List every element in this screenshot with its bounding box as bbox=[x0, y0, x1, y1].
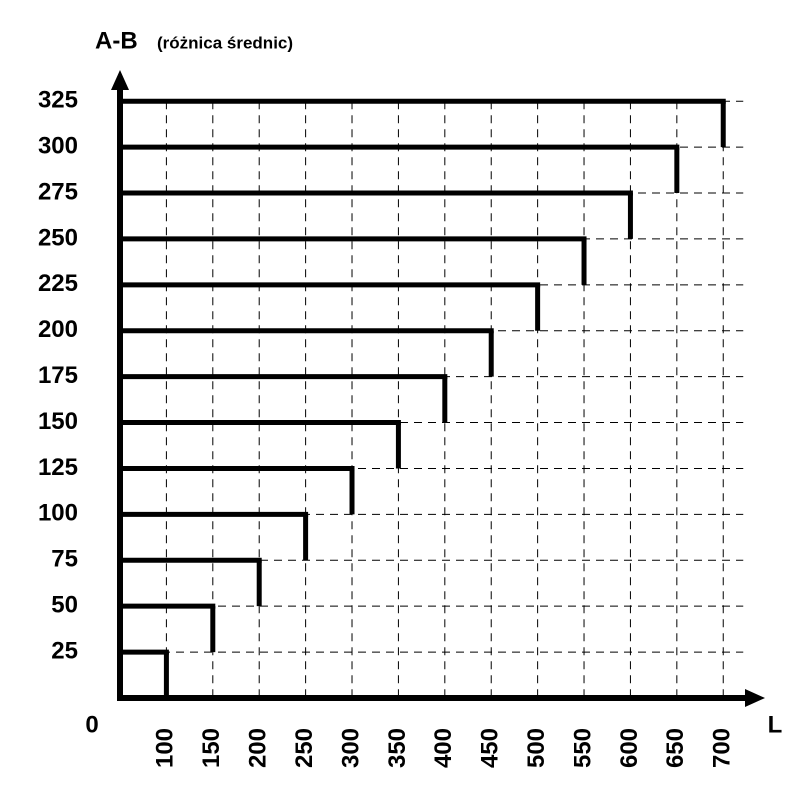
x-tick-label: 550 bbox=[569, 728, 596, 768]
x-tick-label: 400 bbox=[430, 728, 457, 768]
y-tick-label: 300 bbox=[38, 132, 78, 159]
x-tick-label: 300 bbox=[337, 728, 364, 768]
y-axis-arrow bbox=[111, 70, 129, 90]
y-axis-label: A-B bbox=[95, 27, 138, 54]
x-axis-label: L bbox=[768, 711, 783, 738]
y-tick-label: 200 bbox=[38, 316, 78, 343]
y-tick-label: 325 bbox=[38, 87, 78, 114]
y-tick-label: 175 bbox=[38, 362, 78, 389]
y-tick-label: 75 bbox=[51, 546, 78, 573]
origin-label: 0 bbox=[85, 711, 98, 738]
x-tick-label: 150 bbox=[198, 728, 225, 768]
y-tick-label: 225 bbox=[38, 270, 78, 297]
y-tick-label: 250 bbox=[38, 224, 78, 251]
y-tick-label: 125 bbox=[38, 454, 78, 481]
x-axis-arrow bbox=[745, 689, 765, 707]
x-tick-label: 600 bbox=[616, 728, 643, 768]
y-tick-label: 50 bbox=[51, 592, 78, 619]
x-tick-label: 200 bbox=[245, 728, 272, 768]
x-tick-label: 700 bbox=[709, 728, 736, 768]
x-tick-label: 250 bbox=[291, 728, 318, 768]
x-tick-label: 100 bbox=[152, 728, 179, 768]
y-axis-label-note: (różnica średnic) bbox=[157, 33, 293, 52]
y-tick-label: 25 bbox=[51, 637, 78, 664]
y-tick-label: 275 bbox=[38, 178, 78, 205]
y-tick-label: 150 bbox=[38, 408, 78, 435]
y-tick-label: 100 bbox=[38, 500, 78, 527]
x-tick-label: 350 bbox=[384, 728, 411, 768]
x-tick-label: 500 bbox=[523, 728, 550, 768]
x-tick-label: 450 bbox=[477, 728, 504, 768]
x-tick-label: 650 bbox=[662, 728, 689, 768]
